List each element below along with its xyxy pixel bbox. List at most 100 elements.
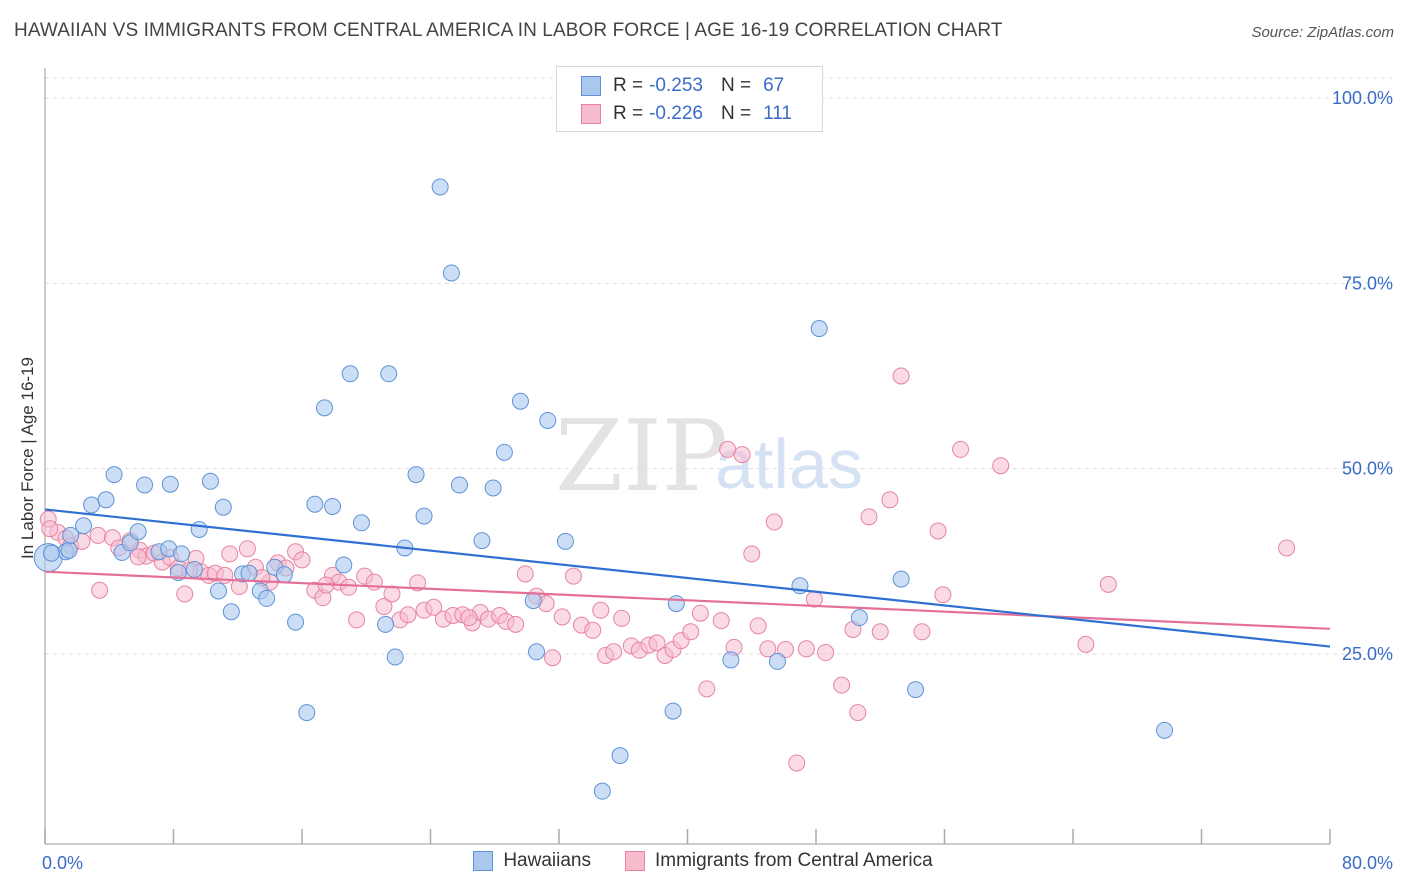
data-point-immigrants xyxy=(89,526,107,544)
data-point-hawaiians xyxy=(287,613,305,631)
data-point-hawaiians xyxy=(528,643,546,661)
data-point-immigrants xyxy=(860,508,878,526)
data-point-immigrants xyxy=(765,513,783,531)
legend-r-value: -0.253 xyxy=(649,75,703,96)
data-point-hawaiians xyxy=(83,496,101,514)
data-point-immigrants xyxy=(383,585,401,603)
data-point-immigrants xyxy=(682,623,700,641)
data-point-hawaiians xyxy=(161,475,179,493)
y-tick-label: 100.0% xyxy=(1332,88,1393,108)
data-point-immigrants xyxy=(1278,539,1296,557)
immigrants-legend-label: Immigrants from Central America xyxy=(654,850,933,871)
data-point-immigrants xyxy=(788,754,806,772)
trend-line-hawaiians xyxy=(44,508,1331,648)
data-point-immigrants xyxy=(929,522,947,540)
data-point-hawaiians xyxy=(380,365,398,383)
data-point-hawaiians xyxy=(136,476,154,494)
watermark-zip: ZIP xyxy=(555,400,728,514)
data-point-immigrants xyxy=(743,545,761,563)
data-point-immigrants xyxy=(221,545,239,563)
data-point-immigrants xyxy=(952,440,970,458)
data-point-hawaiians xyxy=(377,615,395,633)
data-point-hawaiians xyxy=(907,681,925,699)
data-point-hawaiians xyxy=(222,603,240,621)
data-point-hawaiians xyxy=(386,648,404,666)
data-point-hawaiians xyxy=(240,564,258,582)
data-point-immigrants xyxy=(817,644,835,662)
data-point-hawaiians xyxy=(556,532,574,550)
data-point-hawaiians xyxy=(97,491,115,509)
data-point-immigrants xyxy=(544,649,562,667)
data-point-immigrants xyxy=(691,604,709,622)
data-point-hawaiians xyxy=(415,507,433,525)
data-point-immigrants xyxy=(553,608,571,626)
data-point-immigrants xyxy=(797,640,815,658)
data-point-immigrants xyxy=(340,578,358,596)
data-point-hawaiians xyxy=(335,556,353,574)
chart-title: HAWAIIAN VS IMMIGRANTS FROM CENTRAL AMER… xyxy=(14,20,1003,41)
data-point-immigrants xyxy=(992,457,1010,475)
legend-n-label: N = xyxy=(720,75,752,96)
data-point-hawaiians xyxy=(275,566,293,584)
data-point-immigrants xyxy=(913,623,931,641)
data-point-immigrants xyxy=(507,615,525,633)
data-point-hawaiians xyxy=(495,443,513,461)
data-point-hawaiians xyxy=(539,411,557,429)
legend-row-immigrants: R = -0.226 N = 111 xyxy=(581,101,792,127)
data-point-immigrants xyxy=(293,551,311,569)
x-tick-label: 0.0% xyxy=(42,853,83,873)
series-legend: Hawaiians Immigrants from Central Americ… xyxy=(0,850,1406,872)
data-point-immigrants xyxy=(399,606,417,624)
source-label: Source: ZipAtlas.com xyxy=(1251,24,1394,41)
data-point-immigrants xyxy=(365,573,383,591)
data-point-immigrants xyxy=(759,640,777,658)
data-point-immigrants xyxy=(584,621,602,639)
data-point-hawaiians xyxy=(611,747,629,765)
data-point-hawaiians xyxy=(306,495,324,513)
data-point-hawaiians xyxy=(258,589,276,607)
data-point-immigrants xyxy=(934,586,952,604)
data-point-hawaiians xyxy=(768,652,786,670)
data-point-hawaiians xyxy=(593,782,611,800)
hawaiians-legend-swatch xyxy=(473,851,494,871)
data-point-immigrants xyxy=(719,440,737,458)
data-point-immigrants xyxy=(881,491,899,509)
data-point-immigrants xyxy=(698,680,716,698)
legend-item-hawaiians: Hawaiians xyxy=(473,850,591,872)
data-point-hawaiians xyxy=(850,609,868,627)
data-point-immigrants xyxy=(238,540,256,558)
data-point-immigrants xyxy=(564,567,582,585)
data-point-immigrants xyxy=(460,609,478,627)
trend-lines xyxy=(44,508,1331,648)
data-point-hawaiians xyxy=(209,582,227,600)
data-point-hawaiians xyxy=(173,545,191,563)
series-hawaiians-points xyxy=(33,178,1174,800)
hawaiians-swatch xyxy=(581,76,601,96)
data-point-immigrants xyxy=(176,585,194,603)
correlation-legend: R = -0.253 N = 67 R = -0.226 N = 111 xyxy=(556,66,823,132)
tick-labels: 25.0% 50.0% 75.0% 100.0% 0.0% 80.0% xyxy=(42,88,1393,873)
data-point-immigrants xyxy=(613,609,631,627)
data-point-hawaiians xyxy=(431,178,449,196)
immigrants-swatch xyxy=(581,104,601,124)
hawaiians-legend-label: Hawaiians xyxy=(503,850,591,871)
y-tick-label: 75.0% xyxy=(1342,273,1393,293)
data-point-hawaiians xyxy=(185,560,203,578)
legend-n-value: 67 xyxy=(763,75,785,96)
data-point-hawaiians xyxy=(810,320,828,338)
data-point-immigrants xyxy=(776,641,794,659)
legend-item-immigrants: Immigrants from Central America xyxy=(624,850,933,872)
data-point-hawaiians xyxy=(352,514,370,532)
data-point-immigrants xyxy=(41,520,59,538)
data-point-immigrants xyxy=(605,643,623,661)
legend-r-label: R = xyxy=(613,103,644,124)
legend-n-label: N = xyxy=(720,103,752,124)
data-point-hawaiians xyxy=(511,392,529,410)
data-point-hawaiians xyxy=(407,466,425,484)
immigrants-legend-swatch xyxy=(624,851,645,871)
watermark-atlas: atlas xyxy=(715,425,863,503)
data-point-immigrants xyxy=(592,601,610,619)
data-point-immigrants xyxy=(1077,635,1095,653)
y-axis-label: In Labor Force | Age 16-19 xyxy=(18,357,37,559)
data-point-hawaiians xyxy=(473,532,491,550)
